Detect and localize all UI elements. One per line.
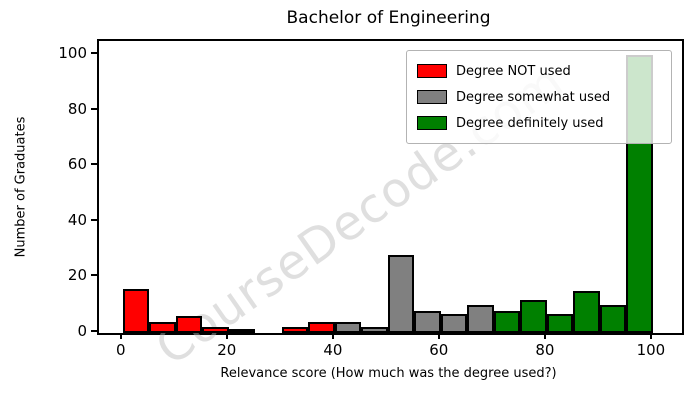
y-tick-label: 80 [67,99,87,118]
legend-entry: Degree definitely used [417,110,661,136]
y-axis-label: Number of Graduates [13,116,29,258]
histogram-bar [546,313,574,333]
chart-title: Bachelor of Engineering [286,8,491,28]
x-axis-label: Relevance score (How much was the degree… [220,366,557,381]
y-tick-label: 0 [77,322,87,340]
legend-entry: Degree somewhat used [417,84,661,110]
x-tick-mark [119,333,122,339]
x-tick-mark [331,333,334,339]
histogram-bar [573,291,600,333]
histogram-bar [414,310,441,333]
histogram-bar [361,327,388,333]
x-tick-label: 20 [217,341,237,359]
legend-label: Degree somewhat used [456,89,611,105]
legend-swatch [417,90,447,104]
x-tick-label: 80 [535,341,555,359]
legend-entry: Degree NOT used [417,58,661,84]
histogram-bar [202,327,229,333]
histogram-bar [599,305,627,333]
x-tick-label: 100 [636,341,666,359]
x-tick-mark [649,333,652,339]
histogram-bar [281,327,309,333]
y-tick-mark [91,107,97,110]
y-tick-mark [91,274,97,277]
legend: Degree NOT used Degree somewhat used Degre… [406,50,672,144]
y-tick-mark [91,218,97,221]
x-tick-label: 60 [429,341,449,359]
histogram-bar [440,313,468,333]
legend-swatch [417,64,447,78]
histogram-bar [334,321,362,333]
y-tick-label: 100 [58,43,87,62]
x-tick-mark [543,333,546,339]
y-tick-mark [91,163,97,166]
y-tick-label: 40 [67,210,87,229]
histogram-bar [493,310,521,333]
histogram-bar [308,321,335,333]
legend-label: Degree definitely used [456,115,604,131]
x-tick-label: 0 [116,341,126,359]
y-tick-label: 20 [67,266,87,285]
x-tick-label: 40 [323,341,343,359]
y-tick-mark [91,330,97,332]
x-tick-mark [225,333,228,339]
histogram-bar [175,316,203,333]
histogram-bar [149,321,176,333]
y-tick-label: 60 [67,155,87,174]
legend-label: Degree NOT used [456,63,571,79]
histogram-bar [520,299,547,333]
x-tick-mark [437,333,440,339]
y-tick-mark [91,51,97,54]
histogram-bar [467,305,494,333]
histogram-bar [122,288,150,333]
histogram-bar [228,329,256,333]
legend-swatch [417,116,447,130]
histogram-bar [387,255,415,333]
